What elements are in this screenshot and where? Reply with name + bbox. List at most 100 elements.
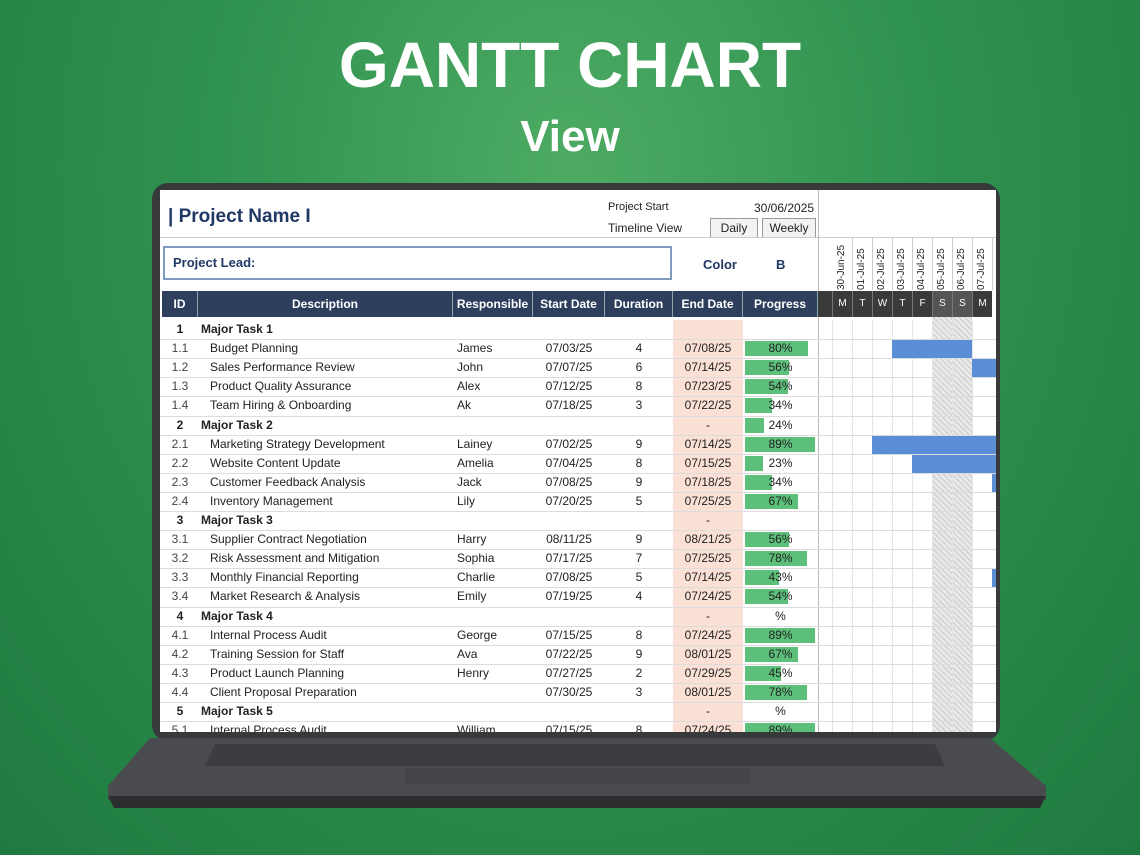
cell-id: 1	[176, 322, 184, 336]
cell-id: 2.2	[171, 455, 189, 470]
progress-label: 78%	[768, 551, 793, 566]
day-gridline	[852, 320, 853, 732]
cell-description: Supplier Contract Negotiation	[210, 532, 367, 547]
cell-duration: 4	[635, 589, 643, 604]
day-weekday: M	[972, 291, 992, 317]
day-gridline	[972, 320, 973, 732]
cell-id: 1.4	[171, 398, 189, 413]
cell-end: 07/24/25	[684, 627, 732, 642]
progress-label: 89%	[768, 436, 793, 451]
cell-duration: 6	[635, 360, 643, 375]
cell-start: 07/03/25	[545, 341, 593, 356]
cell-end: 07/25/25	[684, 493, 732, 508]
project-lead-box: Project Lead:	[163, 246, 672, 280]
cell-description: Internal Process Audit	[210, 723, 327, 732]
cell-id: 4.4	[171, 684, 189, 699]
title: GANTT CHART	[338, 29, 802, 101]
column-header: Duration	[605, 291, 673, 317]
day-weekday: F	[912, 291, 932, 317]
cell-start: 07/20/25	[545, 493, 593, 508]
progress-label: 56%	[768, 360, 793, 375]
cell-end: 07/15/25	[684, 455, 732, 470]
cell-end: -	[706, 608, 710, 623]
cell-description: Marketing Strategy Development	[210, 436, 385, 451]
row-line	[160, 491, 996, 493]
project-lead-label: Project Lead:	[173, 255, 256, 270]
row-line	[160, 453, 996, 455]
cell-duration: 3	[635, 398, 643, 413]
cell-description: Training Session for Staff	[210, 646, 345, 661]
cell-start: 07/22/25	[545, 646, 593, 661]
progress-bar	[745, 723, 816, 732]
cell-duration: 7	[635, 551, 643, 566]
cell-duration: 8	[635, 723, 643, 732]
progress-bar	[745, 436, 816, 452]
cell-responsible: Lainey	[457, 436, 493, 451]
day-date: 02-Jul-25	[872, 238, 893, 290]
progress-bar	[745, 627, 816, 643]
cell-start: 07/08/25	[545, 570, 593, 585]
cell-id: 1.3	[171, 379, 189, 394]
weekly-button[interactable]: Weekly	[762, 218, 816, 238]
cell-description: Risk Assessment and Mitigation	[210, 551, 380, 566]
header-gap	[818, 291, 832, 317]
row-line	[160, 682, 996, 684]
row-line	[160, 568, 996, 570]
cell-description: Inventory Management	[210, 493, 333, 508]
gantt-bar	[972, 359, 996, 378]
cell-responsible: William	[457, 723, 496, 732]
day-weekday: W	[872, 291, 892, 317]
row-line	[160, 472, 996, 474]
cell-duration: 3	[635, 684, 643, 699]
progress-bar	[745, 398, 772, 414]
day-date: 05-Jul-25	[932, 238, 953, 290]
cell-responsible: James	[457, 341, 493, 356]
cell-end: 08/21/25	[684, 532, 732, 547]
cell-responsible: Henry	[457, 665, 490, 680]
cell-responsible: Lily	[457, 493, 476, 508]
cell-start: 07/17/25	[545, 551, 593, 566]
color-label: Color	[703, 257, 737, 272]
cell-responsible: John	[457, 360, 484, 375]
progress-label: 67%	[768, 646, 793, 661]
progress-bar	[745, 360, 790, 376]
cell-id: 5	[176, 704, 184, 718]
progress-label: %	[775, 704, 786, 718]
cell-end: 08/01/25	[684, 684, 732, 699]
progress-label: 34%	[768, 474, 793, 489]
row-line	[160, 721, 996, 723]
cell-end: 07/14/25	[684, 570, 732, 585]
gantt-bar	[912, 454, 996, 473]
progress-label: 54%	[768, 379, 793, 394]
cell-start: 07/04/25	[545, 455, 593, 470]
cell-id: 5.1	[171, 723, 189, 732]
cell-id: 4.3	[171, 665, 189, 680]
cell-responsible: Ak	[457, 398, 472, 413]
cell-start: 08/11/25	[546, 532, 592, 547]
cell-end: 07/23/25	[684, 379, 732, 394]
project-name: Project Name I	[178, 206, 311, 227]
progress-label: 43%	[768, 570, 793, 585]
day-weekday: S	[952, 291, 972, 317]
cell-start: 07/18/25	[545, 398, 593, 413]
cell-description: Client Proposal Preparation	[210, 684, 357, 699]
day-weekday: T	[852, 291, 872, 317]
row-line	[160, 339, 996, 341]
cell-duration: 5	[635, 493, 643, 508]
cell-duration: 8	[635, 455, 643, 470]
row-line	[160, 530, 996, 532]
cell-description: Team Hiring & Onboarding	[210, 398, 352, 413]
cell-duration: 5	[635, 570, 643, 585]
day-date: 01-Jul-25	[852, 238, 873, 290]
day-gridline	[892, 320, 893, 732]
progress-bar	[745, 589, 788, 605]
cell-id: 1.1	[171, 341, 189, 356]
day-gridline	[912, 320, 913, 732]
row-line	[160, 606, 996, 608]
progress-label: 54%	[768, 589, 793, 604]
gantt-bar	[892, 340, 972, 359]
daily-button[interactable]: Daily	[710, 218, 758, 238]
progress-bar	[745, 455, 764, 471]
day-weekday: S	[932, 291, 952, 317]
